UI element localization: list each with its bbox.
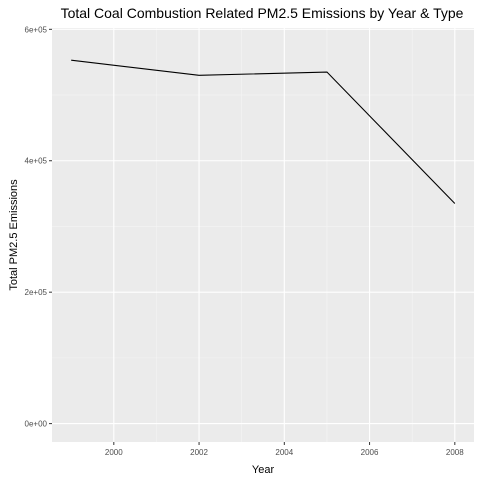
x-tick-label: 2000 [105, 448, 123, 457]
minor-gridlines [52, 28, 474, 442]
x-tick-label: 2004 [275, 448, 293, 457]
y-tick-label: 2e+05 [25, 288, 48, 297]
y-tick-label: 0e+00 [25, 420, 48, 429]
y-tick-label: 4e+05 [25, 157, 48, 166]
y-axis: 0e+00 2e+05 4e+05 6e+05 [25, 25, 52, 429]
y-axis-title: Total PM2.5 Emissions [8, 179, 20, 291]
series-layer [71, 59, 456, 204]
major-gridlines [52, 28, 474, 442]
chart-title: Total Coal Combustion Related PM2.5 Emis… [61, 5, 464, 21]
x-tick-label: 2006 [361, 448, 379, 457]
plot-panel [52, 28, 474, 442]
x-tick-label: 2008 [446, 448, 464, 457]
x-axis: 2000 2002 2004 2006 2008 [105, 442, 464, 457]
x-axis-title: Year [252, 464, 275, 476]
x-tick-label: 2002 [190, 448, 208, 457]
series-line [71, 59, 456, 204]
y-tick-label: 6e+05 [25, 25, 48, 34]
